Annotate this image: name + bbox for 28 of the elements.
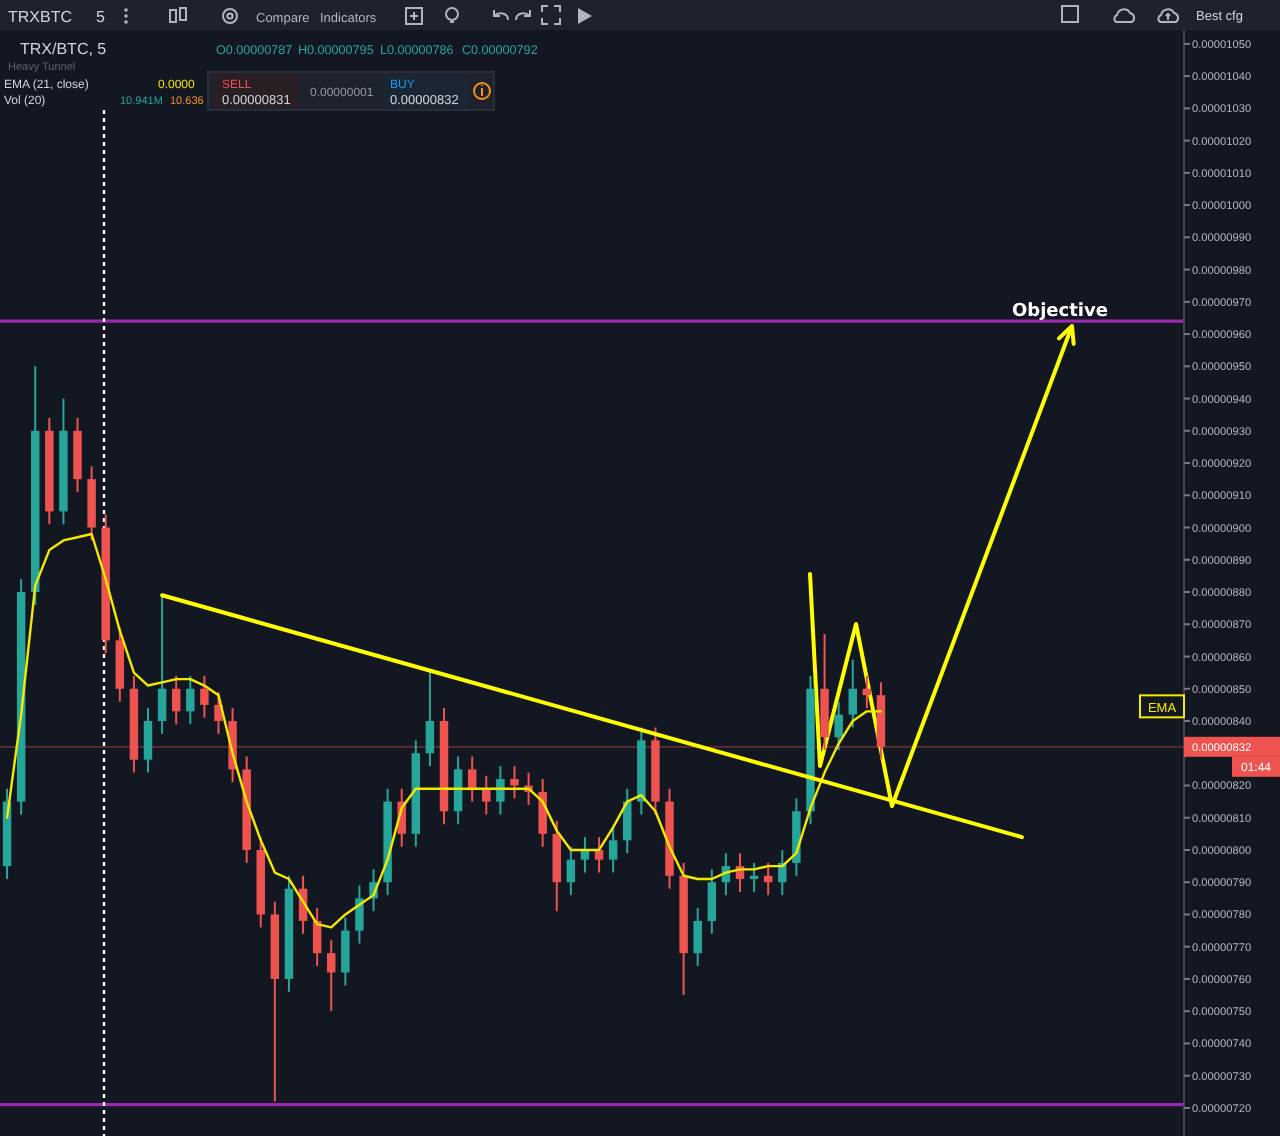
candlestick: [496, 765, 505, 816]
candlestick: [778, 848, 787, 897]
annotation: Objective: [1012, 302, 1108, 322]
text: TRX/BTC, 5: [20, 40, 108, 58]
candlestick: [200, 674, 209, 719]
candlestick: [157, 594, 167, 735]
text: TRXBTC: [8, 8, 73, 26]
candlestick: [425, 668, 435, 768]
candlestick: [566, 845, 576, 897]
candlestick: [143, 707, 153, 774]
candlestick: [848, 658, 857, 729]
candlestick: [467, 755, 477, 803]
candlestick: [355, 884, 364, 945]
candlestick: [510, 765, 519, 800]
text: 5: [96, 8, 106, 26]
candlestick: [538, 778, 547, 848]
candlestick: [594, 836, 604, 874]
candlestick: [341, 916, 350, 987]
candlestick: [171, 674, 181, 726]
candlestick: [693, 907, 702, 968]
candlestick: [834, 700, 843, 752]
candlestick: [214, 690, 223, 735]
candlestick: [608, 826, 618, 874]
candlestick: [482, 774, 491, 816]
candlestick: [707, 868, 717, 935]
candlestick: [186, 674, 195, 726]
candlestick: [453, 755, 463, 826]
candlestick: [327, 939, 336, 1013]
